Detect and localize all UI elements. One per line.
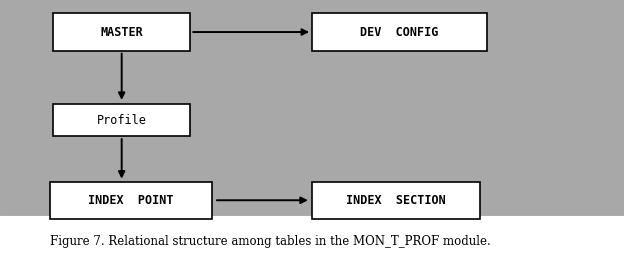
Bar [53, 104, 190, 136]
Bar [50, 182, 212, 219]
Text: INDEX  SECTION: INDEX SECTION [346, 194, 446, 207]
Text: DEV  CONFIG: DEV CONFIG [360, 26, 439, 38]
Text: MASTER: MASTER [100, 26, 143, 38]
Text: INDEX  POINT: INDEX POINT [88, 194, 174, 207]
Text: Profile: Profile [97, 114, 147, 127]
Bar [0, 215, 624, 267]
Text: Figure 7. Relational structure among tables in the MON_T_PROF module.: Figure 7. Relational structure among tab… [50, 235, 490, 248]
Bar [312, 13, 487, 51]
Bar [312, 182, 480, 219]
Bar [53, 13, 190, 51]
